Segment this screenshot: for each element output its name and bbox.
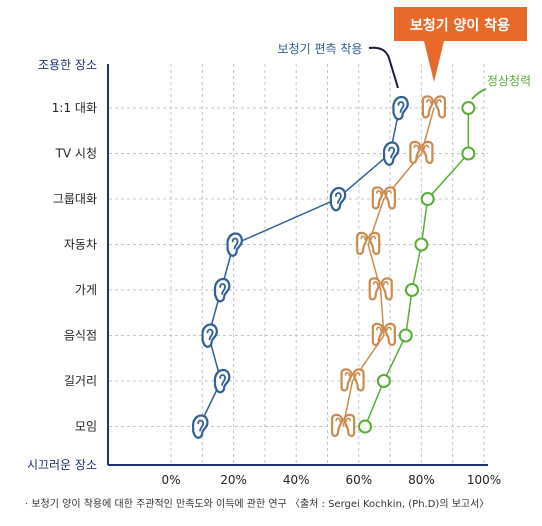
ear-icon-outline: [329, 186, 347, 212]
category-label: 자동차: [64, 238, 97, 252]
ear-icon: [382, 141, 400, 166]
binaural-callout-box: [394, 7, 527, 41]
normal-hearing-point: [414, 237, 429, 252]
binaural-ear-icon: [371, 322, 396, 347]
monaural-callout: 보청기 편측 착용: [278, 42, 399, 89]
normal-hearing-point: [376, 374, 391, 388]
ear-icon-outline: [226, 232, 243, 257]
ear-icon: [213, 277, 231, 303]
axes: [107, 64, 488, 466]
ear-inner: [413, 144, 430, 150]
binaural-ear-icon: [368, 277, 393, 301]
binaural-ear-icon: [340, 368, 365, 392]
category-label: 길거리: [64, 374, 97, 388]
x-tick-label: 100%: [467, 473, 501, 487]
ear-icon-inner: [397, 101, 405, 113]
ear-inner: [344, 372, 361, 377]
normal-hearing-point: [420, 192, 435, 206]
ear-icon-outline: [201, 323, 218, 348]
normal-hearing-point: [461, 146, 476, 161]
ear-icon-inner: [197, 419, 205, 432]
category-label: 그룹대화: [53, 192, 97, 206]
ear-inner: [426, 99, 442, 104]
ear-icon: [329, 186, 347, 212]
ear-icon-outline: [191, 414, 209, 439]
series-line-normal: [364, 108, 470, 427]
category-label: TV 시청: [55, 147, 97, 161]
category-label: 음식점: [64, 329, 97, 343]
ear-icon-outline: [213, 277, 231, 303]
normal-callout: 정상청력: [471, 74, 531, 100]
series-markers: [191, 95, 476, 439]
x-tick-labels: 0% 20% 40% 60% 80% 100%: [161, 473, 501, 487]
binaural-ear-icon: [421, 95, 447, 119]
ear-icon-inner: [334, 192, 342, 204]
binaural-callout: 보청기 양이 착용: [394, 7, 527, 82]
x-tick-label: 20%: [220, 473, 247, 487]
monaural-callout-leader: [368, 46, 399, 89]
ear-inner: [335, 417, 351, 423]
ear-icon: [201, 323, 218, 348]
y-axis-top-label: 조용한 장소: [38, 58, 97, 72]
ear-icon-inner: [231, 237, 239, 250]
x-tick-label: 80%: [408, 473, 435, 487]
ear-icon: [213, 368, 231, 394]
x-tick-label: 60%: [345, 473, 372, 487]
category-label: 가게: [75, 283, 97, 297]
binaural-ear-icon: [371, 186, 396, 210]
ear-inner: [376, 190, 392, 195]
category-label: 1:1 대화: [52, 101, 97, 115]
category-label: 모임: [75, 420, 97, 434]
binaural-ear-icon: [356, 231, 381, 256]
normal-hearing-point: [461, 101, 476, 115]
ear-inner: [376, 326, 392, 332]
monaural-callout-text: 보청기 편측 착용: [278, 42, 363, 56]
normal-callout-leader: [471, 88, 487, 100]
normal-hearing-point: [358, 419, 373, 434]
ear-icon-inner: [388, 146, 396, 159]
normal-callout-text: 정상청력: [487, 74, 531, 88]
ear-icon-inner: [219, 283, 226, 295]
ear-icon-outline: [213, 368, 231, 394]
normal-hearing-point: [398, 328, 413, 343]
binaural-ear-icon: [331, 413, 356, 438]
normal-hearing-point: [405, 283, 420, 297]
ear-icon: [392, 95, 409, 121]
grid: [109, 64, 488, 464]
y-axis-bottom-label: 시끄러운 장소: [27, 458, 97, 472]
binaural-ear-icon: [409, 140, 434, 165]
ear-icon: [226, 232, 243, 257]
ear-icon-outline: [392, 95, 409, 121]
ear-icon: [191, 414, 209, 439]
binaural-callout-text: 보청기 양이 착용: [410, 17, 510, 34]
ear-inner: [360, 235, 376, 241]
binaural-callout-pointer: [424, 41, 444, 82]
ear-icon-inner: [219, 374, 226, 386]
footnote: · 보청기 양이 착용에 대한 주관적인 만족도와 이득에 관한 연구 〈출처 …: [25, 498, 489, 510]
ear-inner: [372, 281, 389, 286]
x-tick-label: 0%: [161, 473, 180, 487]
ear-icon-inner: [206, 328, 214, 341]
ear-icon-outline: [382, 141, 400, 166]
x-tick-label: 40%: [283, 473, 310, 487]
